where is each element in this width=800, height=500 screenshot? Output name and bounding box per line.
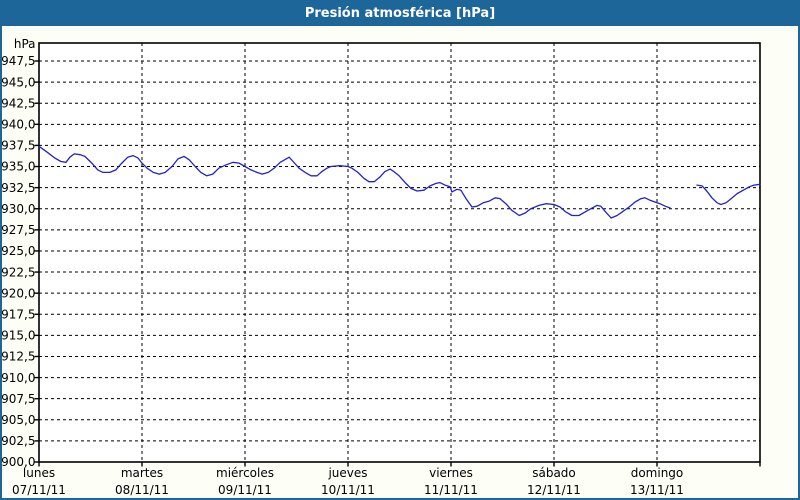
y-axis-label: 927,5 <box>2 223 36 237</box>
y-axis-label: 922,5 <box>2 265 36 279</box>
y-axis-label: 915,0 <box>2 329 36 343</box>
y-axis-label: 947,5 <box>2 54 36 68</box>
window-titlebar[interactable]: Presión atmosférica [hPa] <box>2 2 798 26</box>
y-axis-label: 945,0 <box>2 75 36 89</box>
y-axis-label: 932,5 <box>2 181 36 195</box>
y-axis-label: 902,5 <box>2 434 36 448</box>
date-label: 07/11/11 <box>12 483 66 497</box>
y-axis-label: 905,0 <box>2 413 36 427</box>
pressure-line-segment <box>38 145 671 219</box>
y-axis-label: 925,0 <box>2 244 36 258</box>
date-label: 11/11/11 <box>424 483 478 497</box>
plot-frame <box>38 42 761 463</box>
plot-background <box>39 43 760 462</box>
day-label: domingo <box>631 466 684 480</box>
y-axis-unit-label: hPa <box>14 37 36 51</box>
y-axis-label: 940,0 <box>2 118 36 132</box>
y-axis-label: 937,5 <box>2 139 36 153</box>
y-axis-label: 900,0 <box>2 455 36 469</box>
y-axis-label: 917,5 <box>2 307 36 321</box>
date-label: 10/11/11 <box>321 483 375 497</box>
y-axis-label: 910,0 <box>2 371 36 385</box>
day-label: jueves <box>327 466 367 480</box>
y-axis-label: 920,0 <box>2 286 36 300</box>
y-axis-label: 930,0 <box>2 202 36 216</box>
date-label: 08/11/11 <box>115 483 169 497</box>
y-axis-label: 907,5 <box>2 392 36 406</box>
window-title: Presión atmosférica [hPa] <box>304 6 496 21</box>
day-label: sábado <box>532 466 576 480</box>
y-axis-label: 935,0 <box>2 160 36 174</box>
pressure-line-segment <box>696 183 761 206</box>
chart-area: 947,5 945,0 942,5 940,0 937,5 935,0 932,5 930,0… <box>2 26 798 498</box>
y-axis-label: 912,5 <box>2 350 36 364</box>
pressure-chart: 947,5 945,0 942,5 940,0 937,5 935,0 932,5 930,0… <box>2 37 761 497</box>
date-label: 13/11/11 <box>630 483 684 497</box>
day-label: lunes <box>23 466 55 480</box>
day-label: martes <box>121 466 163 480</box>
day-label: miércoles <box>216 466 274 480</box>
y-axis-label: 942,5 <box>2 96 36 110</box>
day-label: viernes <box>429 466 473 480</box>
date-label: 12/11/11 <box>527 483 581 497</box>
date-label: 09/11/11 <box>218 483 272 497</box>
